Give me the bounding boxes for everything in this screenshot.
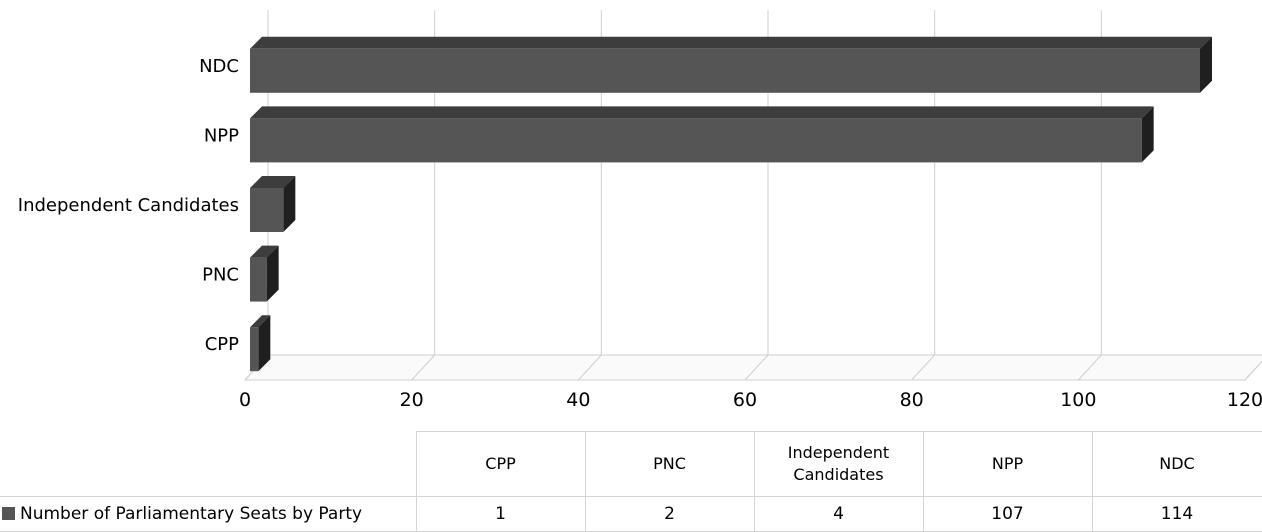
bar-independent-candidates xyxy=(250,176,296,232)
table-value-npp: 107 xyxy=(922,496,1093,532)
bar-side-face xyxy=(1141,106,1154,163)
chart-floor xyxy=(243,354,1262,381)
table-value-row: Number of Parliamentary Seats by Party 1… xyxy=(0,496,1262,532)
bar xyxy=(250,48,1200,93)
x-tick-label: 60 xyxy=(733,389,757,411)
table-header-ndc: NDC xyxy=(1091,431,1262,497)
legend-swatch xyxy=(2,507,15,520)
bar-ndc xyxy=(250,36,1212,93)
bar-npp xyxy=(250,106,1154,163)
bar-side-face xyxy=(283,176,296,232)
gridline-floor xyxy=(1244,360,1262,381)
category-label: NPP xyxy=(204,125,239,146)
bar xyxy=(250,188,284,232)
x-tick-label: 80 xyxy=(900,389,924,411)
data-table: CPP PNC Independent Candidates NPP NDC N… xyxy=(0,431,1262,532)
table-value-pnc: 2 xyxy=(584,496,755,532)
bar xyxy=(250,257,267,302)
category-label: PNC xyxy=(202,265,239,286)
bar-top-face xyxy=(250,315,271,328)
table-value-ndc: 114 xyxy=(1091,496,1262,532)
legend-label: Number of Parliamentary Seats by Party xyxy=(20,504,363,524)
table-header-independent: Independent Candidates xyxy=(753,431,924,497)
bar-top-face xyxy=(250,245,279,258)
category-labels: CPP PNC Independent Candidates NPP NDC xyxy=(18,56,239,355)
category-label: NDC xyxy=(199,56,239,77)
table-header-pnc: PNC xyxy=(584,431,755,497)
table-header-npp: NPP xyxy=(922,431,1093,497)
gridline-floor xyxy=(744,354,769,381)
bar-cpp xyxy=(250,315,271,372)
bar xyxy=(250,118,1142,163)
bar-chart: CPP PNC Independent Candidates NPP NDC 0 20 40… xyxy=(18,10,1262,411)
bar-top-face xyxy=(250,176,296,188)
category-label: CPP xyxy=(205,334,239,355)
gridline-floor xyxy=(1077,354,1102,381)
x-tick-labels: 0 20 40 60 80 100 120 xyxy=(239,389,1262,411)
bar-side-face xyxy=(258,315,271,372)
x-tick-label: 0 xyxy=(239,389,251,411)
table-header-row: CPP PNC Independent Candidates NPP NDC xyxy=(0,431,1262,497)
bar-top-face xyxy=(250,106,1154,119)
legend-entry: Number of Parliamentary Seats by Party xyxy=(0,496,417,532)
x-tick-label: 40 xyxy=(566,389,590,411)
table-value-independent: 4 xyxy=(753,496,924,532)
bars xyxy=(250,36,1212,372)
bar-side-face xyxy=(1200,36,1212,93)
bar-top-face xyxy=(250,36,1212,49)
bar-pnc xyxy=(250,245,279,302)
table-corner-cell xyxy=(0,431,417,497)
category-label: Independent Candidates xyxy=(18,195,239,216)
gridline-floor xyxy=(577,354,602,381)
table-header-cpp: CPP xyxy=(415,431,586,497)
x-tick-label: 100 xyxy=(1060,389,1096,411)
x-tick-label: 120 xyxy=(1227,389,1262,411)
gridline-floor xyxy=(411,354,436,381)
bar xyxy=(250,327,259,372)
bar-side-face xyxy=(266,245,279,302)
table-value-cpp: 1 xyxy=(415,496,586,532)
x-tick-label: 20 xyxy=(400,389,424,411)
gridline-floor xyxy=(911,354,936,381)
